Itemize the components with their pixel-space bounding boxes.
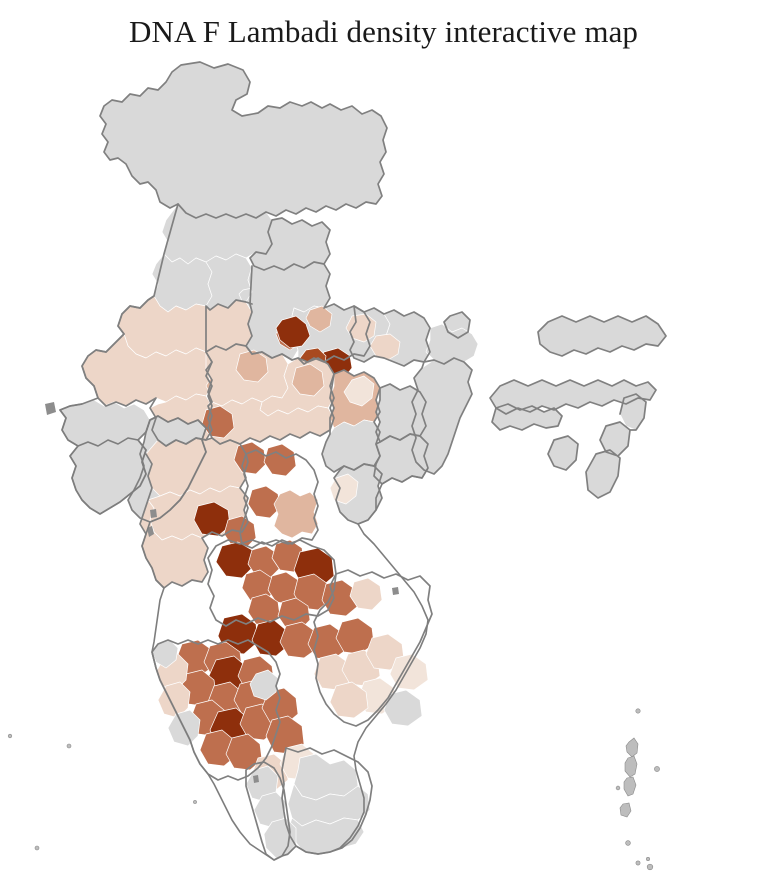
district-andhra-shaded-4[interactable] bbox=[335, 617, 375, 655]
sliver-dadra-nagar-haveli[interactable] bbox=[150, 509, 157, 518]
state-border-west-bengal bbox=[411, 357, 473, 475]
island-dot-1 bbox=[635, 708, 641, 714]
island-lakshadweep-3 bbox=[34, 845, 40, 851]
sliver-puducherry-yanam[interactable] bbox=[392, 587, 399, 595]
state-border-uttarakhand bbox=[249, 217, 331, 271]
map-svg[interactable] bbox=[0, 58, 767, 873]
island-lakshadweep-2 bbox=[7, 733, 13, 739]
island-south-andaman bbox=[623, 776, 637, 797]
district-maharashtra-hotspot-1[interactable] bbox=[193, 501, 231, 537]
state-border-bihar bbox=[349, 305, 431, 367]
district-andhra-light-5[interactable] bbox=[389, 653, 429, 691]
union-territory-slivers[interactable] bbox=[45, 402, 399, 783]
district-andhra-nodata-1[interactable] bbox=[383, 689, 423, 727]
island-nicobar-2 bbox=[635, 860, 641, 866]
district-maharashtra-shaded-2[interactable] bbox=[263, 443, 297, 477]
state-border-tamil-nadu bbox=[281, 747, 373, 855]
state-border-madhya-pradesh bbox=[205, 343, 335, 445]
district-mp-east-shaded[interactable] bbox=[291, 363, 325, 397]
district-jharkhand[interactable] bbox=[375, 383, 427, 443]
coastline-east bbox=[281, 467, 429, 857]
coastline-layer bbox=[59, 403, 429, 861]
district-karnataka-grey-inset[interactable] bbox=[249, 669, 279, 701]
region-south-nodata[interactable] bbox=[151, 639, 371, 859]
district-bihar-light-2[interactable] bbox=[369, 333, 401, 361]
district-telangana-shaded-1[interactable] bbox=[247, 545, 281, 579]
state-border-maharashtra-east bbox=[239, 449, 319, 549]
state-boundaries-layer bbox=[59, 61, 667, 861]
page-title: DNA F Lambadi density interactive map bbox=[128, 14, 639, 49]
district-punjab[interactable] bbox=[151, 253, 213, 313]
coastline-west bbox=[141, 521, 283, 861]
district-andhra-shaded-2[interactable] bbox=[279, 621, 319, 659]
india-district-choropleth-map[interactable] bbox=[0, 58, 767, 873]
island-lakshadweep-1 bbox=[66, 743, 72, 749]
island-nicobar-4 bbox=[645, 856, 650, 861]
island-little-andaman bbox=[619, 802, 632, 818]
state-border-maharashtra bbox=[139, 437, 249, 589]
coastline-gujarat-mainland bbox=[145, 415, 207, 523]
island-nicobar-1 bbox=[625, 840, 631, 846]
state-border-nagaland-manipur-mizoram-tripura bbox=[547, 393, 647, 499]
region-central[interactable] bbox=[191, 343, 429, 525]
sliver-daman-diu[interactable] bbox=[147, 526, 154, 537]
state-border-jk bbox=[99, 61, 388, 219]
district-bihar-hotspot-1[interactable] bbox=[275, 315, 311, 349]
sliver-coast-dark[interactable] bbox=[45, 402, 56, 415]
island-dot-2 bbox=[654, 766, 660, 772]
district-maharashtra-shaded-3[interactable] bbox=[247, 485, 281, 519]
island-dot-3 bbox=[615, 785, 621, 791]
islands-group[interactable] bbox=[7, 708, 660, 871]
coastline-gujarat bbox=[59, 403, 147, 515]
island-nicobar-3 bbox=[646, 863, 654, 871]
island-north-andaman bbox=[625, 737, 639, 758]
state-border-meghalaya bbox=[491, 403, 563, 431]
district-mp-north-shaded[interactable] bbox=[235, 349, 269, 383]
sliver-puducherry-mahe[interactable] bbox=[253, 775, 259, 783]
district-maharashtra-east[interactable] bbox=[273, 489, 319, 539]
state-border-sikkim bbox=[443, 311, 471, 339]
island-middle-andaman bbox=[624, 755, 638, 778]
district-andhra-light-1[interactable] bbox=[349, 577, 383, 611]
district-andhra-light-7[interactable] bbox=[329, 681, 369, 719]
state-border-telangana bbox=[207, 539, 337, 627]
state-border-arunachal bbox=[537, 315, 667, 357]
state-border-kerala bbox=[245, 761, 291, 861]
region-west[interactable] bbox=[59, 295, 259, 523]
district-chhattisgarh-light[interactable] bbox=[343, 375, 375, 407]
island-dot-4 bbox=[193, 800, 197, 804]
state-border-northeast-assam bbox=[489, 379, 657, 415]
